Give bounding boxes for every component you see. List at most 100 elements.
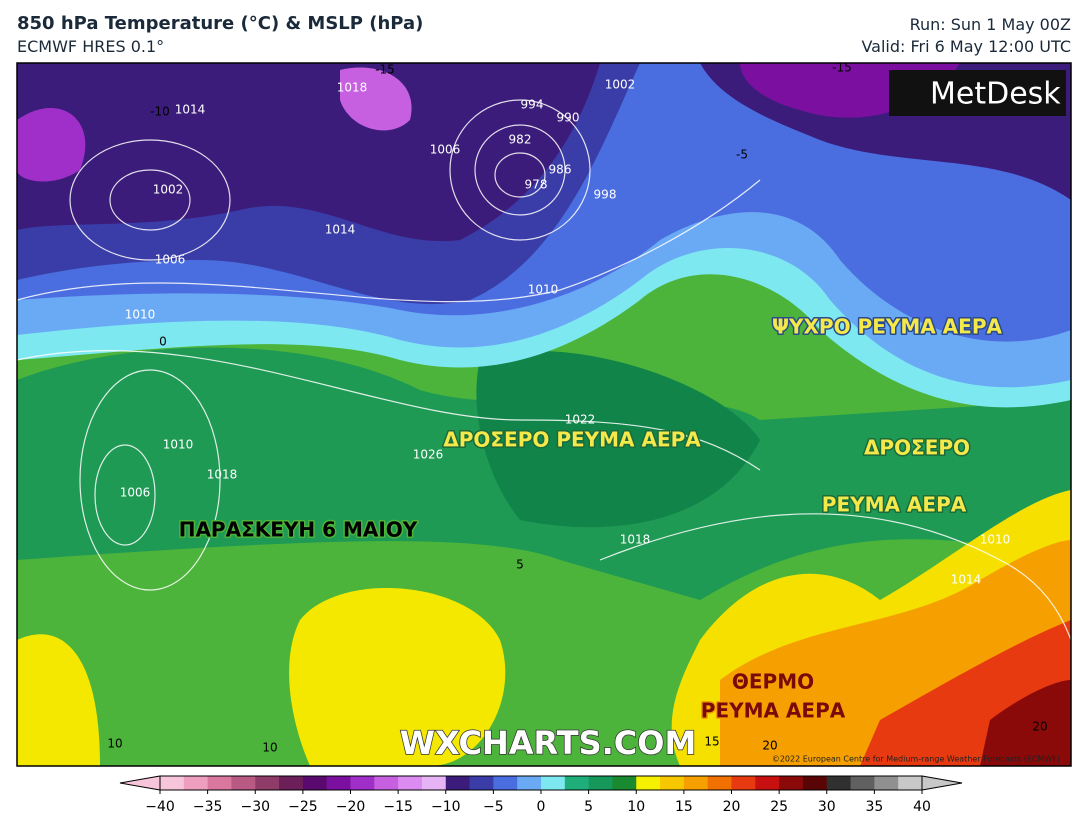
colorbar-tick-label: −25 bbox=[288, 799, 318, 815]
temperature-label: -5 bbox=[736, 148, 748, 162]
isobar-label: 1010 bbox=[163, 438, 194, 452]
colorbar-tick-label: −10 bbox=[431, 799, 461, 815]
annotation: ΨΥΧΡΟ ΡΕΥΜΑ ΑΕΡΑ bbox=[772, 315, 1002, 339]
temperature-labels: -15 -10 -5 0 5 10 10 15 20 20 -15 bbox=[107, 61, 1047, 755]
colorbar-segment bbox=[850, 776, 875, 790]
colorbar-segment bbox=[660, 776, 685, 790]
temperature-label: -15 bbox=[832, 61, 852, 75]
colorbar-segment bbox=[445, 776, 471, 790]
valid-time: Valid: Fri 6 May 12:00 UTC bbox=[861, 37, 1071, 56]
colorbar-segment bbox=[279, 776, 304, 790]
temperature-label: 10 bbox=[107, 737, 122, 751]
colorbar-segment bbox=[779, 776, 804, 790]
isobar-labels: 1014 1002 1006 1014 1018 1006 994 990 98… bbox=[120, 78, 1011, 587]
isobar-label: 990 bbox=[557, 111, 580, 125]
isobar-label: 1014 bbox=[951, 573, 982, 587]
logo-box bbox=[889, 70, 1066, 116]
isobar-label: 1010 bbox=[528, 283, 559, 297]
temperature-label: -15 bbox=[375, 63, 395, 77]
annotation: ΘΕΡΜΟ bbox=[732, 670, 814, 694]
colorbar-segment bbox=[707, 776, 732, 790]
temperature-label: -10 bbox=[150, 105, 170, 119]
colorbar-segment bbox=[183, 776, 209, 790]
temperature-label: 10 bbox=[262, 741, 277, 755]
temperature-label: 20 bbox=[1032, 720, 1047, 734]
temperature-label: 15 bbox=[704, 735, 719, 749]
colorbar-arrow bbox=[119, 775, 161, 791]
annotation: ΔΡΟΣΕΡΟ bbox=[864, 436, 970, 460]
colorbar-segment bbox=[469, 776, 494, 790]
colorbar-tick-label: −15 bbox=[383, 799, 413, 815]
colorbar-segment bbox=[898, 776, 923, 790]
annotation: ΠΑΡΑΣΚΕΥΗ 6 ΜΑΙΟΥ bbox=[179, 518, 418, 542]
colorbar-segment bbox=[493, 776, 518, 790]
colorbar-tick-label: 10 bbox=[627, 799, 645, 815]
isobar-label: 982 bbox=[509, 133, 532, 147]
colorbar-segment bbox=[326, 776, 351, 790]
isobar-label: 1014 bbox=[175, 103, 206, 117]
annotation: ΡΕΥΜΑ ΑΕΡΑ bbox=[822, 493, 967, 517]
annotation: ΔΡΟΣΕΡΟ ΡΕΥΜΑ ΑΕΡΑ bbox=[443, 428, 701, 452]
colorbar-segment bbox=[826, 776, 852, 790]
colorbar-segment bbox=[255, 776, 280, 790]
isobar-label: 1006 bbox=[430, 143, 461, 157]
isobar-label: 1010 bbox=[125, 308, 156, 322]
colorbar-segment bbox=[160, 776, 185, 790]
colorbar-tick-label: 25 bbox=[770, 799, 788, 815]
colorbar-segment bbox=[874, 776, 899, 790]
isobar-label: 1026 bbox=[413, 448, 444, 462]
isobar-label: 978 bbox=[525, 178, 548, 192]
colorbar-segment bbox=[636, 776, 661, 790]
isobar-label: 986 bbox=[549, 163, 572, 177]
colorbar-segment bbox=[588, 776, 613, 790]
colorbar-segment bbox=[802, 776, 828, 790]
colorbar-segment bbox=[541, 776, 566, 790]
colorbar-segment bbox=[564, 776, 590, 790]
annotation: ΡΕΥΜΑ ΑΕΡΑ bbox=[701, 699, 846, 723]
logo: MetDesk bbox=[930, 77, 1061, 112]
isobar-label: 1022 bbox=[565, 413, 596, 427]
colorbar-tick-label: 5 bbox=[584, 799, 593, 815]
isobar-label: 1014 bbox=[325, 223, 356, 237]
colorbar-tick-label: 15 bbox=[675, 799, 693, 815]
colorbar-tick-label: −35 bbox=[193, 799, 223, 815]
colorbar-tick-label: 35 bbox=[865, 799, 883, 815]
temperature-label: 20 bbox=[762, 739, 777, 753]
colorbar-segment bbox=[683, 776, 709, 790]
colorbar-segment bbox=[207, 776, 232, 790]
colorbar-tick-label: 20 bbox=[723, 799, 741, 815]
run-time: Run: Sun 1 May 00Z bbox=[909, 15, 1071, 34]
colorbar-segment bbox=[612, 776, 637, 790]
isobar-label: 1018 bbox=[620, 533, 651, 547]
colorbar-segment bbox=[350, 776, 375, 790]
colorbar-segment bbox=[421, 776, 447, 790]
copyright: ©2022 European Centre for Medium-range W… bbox=[772, 755, 1060, 764]
watermark: WXCHARTS.COM bbox=[400, 724, 697, 762]
annotations: ΨΥΧΡΟ ΡΕΥΜΑ ΑΕΡΑ ΔΡΟΣΕΡΟ ΡΕΥΜΑ ΑΕΡΑ ΔΡΟΣ… bbox=[177, 313, 1004, 724]
isobar-label: 998 bbox=[594, 188, 617, 202]
temperature-label: 0 bbox=[159, 335, 167, 349]
colorbar-segment bbox=[755, 776, 780, 790]
isobar-label: 1006 bbox=[120, 486, 151, 500]
colorbar-arrow bbox=[921, 775, 963, 791]
colorbar-tick-label: 40 bbox=[913, 799, 931, 815]
colorbar-tick-label: 0 bbox=[537, 799, 546, 815]
colorbar-segment bbox=[374, 776, 399, 790]
colorbar-segment bbox=[731, 776, 756, 790]
colorbar-tick-label: 30 bbox=[818, 799, 836, 815]
title: 850 hPa Temperature (°C) & MSLP (hPa) bbox=[17, 13, 424, 34]
temperature-label: 5 bbox=[516, 558, 524, 572]
isobar-label: 1002 bbox=[605, 78, 636, 92]
isobar-label: 994 bbox=[521, 98, 544, 112]
isobar-label: 1002 bbox=[153, 183, 184, 197]
colorbar-segment bbox=[398, 776, 423, 790]
isobar-label: 1018 bbox=[207, 468, 238, 482]
colorbar: −40 −35 −30 −25 −20 −15 −10 −5 0 5 10 15 20 25 30 35 40 bbox=[119, 775, 963, 815]
colorbar-segment bbox=[231, 776, 256, 790]
subtitle: ECMWF HRES 0.1° bbox=[17, 37, 165, 56]
temperature-field bbox=[17, 63, 1071, 766]
isobar-label: 1010 bbox=[980, 533, 1011, 547]
colorbar-tick-label: −40 bbox=[145, 799, 175, 815]
